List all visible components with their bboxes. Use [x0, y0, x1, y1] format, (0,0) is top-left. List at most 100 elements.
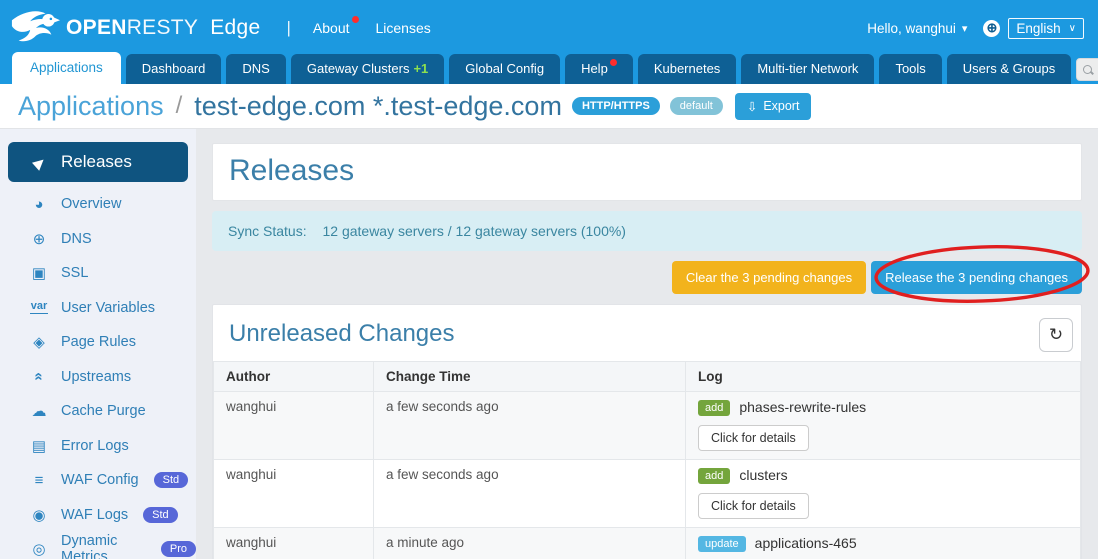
unreleased-changes-table: Author Change Time Log wanghui a few sec…	[213, 361, 1081, 559]
var-icon: var	[30, 300, 48, 315]
list-icon: ≡	[34, 471, 44, 489]
log-line: update applications-465	[698, 535, 1068, 552]
sidebar-item-ssl[interactable]: ▣ SSL	[0, 256, 196, 291]
user-menu[interactable]: Hello, wanghui	[867, 20, 956, 36]
tab-kubernetes[interactable]: Kubernetes	[637, 54, 737, 84]
tier-badge-std: Std	[153, 472, 189, 489]
release-pending-changes-button[interactable]: Release the 3 pending changes	[871, 261, 1082, 294]
gateway-clusters-count-badge: +1	[413, 61, 429, 76]
unreleased-changes-title: Unreleased Changes	[229, 320, 455, 347]
cell-author: wanghui	[213, 391, 374, 460]
pending-changes-actions: Clear the 3 pending changes Release the …	[212, 261, 1082, 294]
sidebar-item-label: WAF Logs	[61, 506, 129, 523]
sidebar-item-label: Dynamic Metrics	[61, 533, 118, 559]
page-title: Releases	[229, 154, 355, 187]
language-select[interactable]: English ∨	[1008, 17, 1084, 39]
sidebar-item-label: Overview	[61, 196, 122, 213]
sidebar-item-label: User Variables	[61, 299, 156, 316]
cell-change-time: a few seconds ago	[373, 391, 686, 460]
tab-dashboard[interactable]: Dashboard	[125, 54, 222, 84]
sidebar: ▶ Releases ◕ Overview ⊕ DNS ▣ SSL var User V…	[0, 129, 196, 559]
refresh-icon: ↻	[1048, 325, 1064, 344]
diamond-icon: ◈	[33, 334, 45, 352]
tab-users-groups[interactable]: Users & Groups	[946, 54, 1072, 84]
cell-log: add clusters Click for details	[685, 459, 1081, 528]
tier-badge-pro: Pro	[160, 541, 196, 558]
document-icon: ▤	[31, 437, 47, 455]
sidebar-item-upstreams[interactable]: « Upstreams	[0, 360, 196, 395]
brand-row: OPEN RESTY Edge | About Licenses Hello, w…	[0, 0, 1098, 56]
sidebar-item-releases[interactable]: ▶ Releases	[8, 142, 188, 182]
search-icon	[1083, 64, 1093, 75]
sidebar-item-error-logs[interactable]: ▤ Error Logs	[0, 429, 196, 464]
sidebar-item-label: Releases	[61, 152, 132, 171]
licenses-link[interactable]: Licenses	[375, 20, 431, 36]
protocol-badge: HTTP/HTTPS	[571, 97, 660, 115]
sidebar-item-label: Page Rules	[61, 334, 136, 351]
tier-badge-std: Std	[143, 506, 178, 523]
help-notification-dot	[609, 59, 617, 66]
clear-pending-changes-button[interactable]: Clear the 3 pending changes	[671, 261, 867, 294]
breadcrumb-applications-link[interactable]: Applications	[18, 90, 164, 121]
about-link[interactable]: About	[312, 16, 359, 36]
sidebar-item-cache-purge[interactable]: ☁ Cache Purge	[0, 394, 196, 429]
column-header-log: Log	[685, 361, 1081, 392]
breadcrumb-separator: /	[175, 92, 183, 119]
click-for-details-button[interactable]: Click for details	[698, 425, 809, 451]
tab-gateway-clusters[interactable]: Gateway Clusters +1	[290, 54, 445, 84]
sidebar-item-label: WAF Config	[61, 472, 139, 489]
action-badge-add: add	[698, 400, 731, 416]
sidebar-item-dynamic-metrics[interactable]: ◎ Dynamic Metrics Pro	[0, 532, 196, 559]
log-target: phases-rewrite-rules	[739, 399, 867, 415]
search-input[interactable]: Search Ctrl + K	[1076, 58, 1098, 81]
cell-change-time: a minute ago	[373, 527, 686, 559]
tab-multi-tier-network[interactable]: Multi-tier Network	[741, 54, 875, 84]
tab-gateway-clusters-label: Gateway Clusters	[306, 61, 410, 76]
sidebar-item-user-variables[interactable]: var User Variables	[0, 291, 196, 326]
sidebar-item-overview[interactable]: ◕ Overview	[0, 187, 196, 222]
sync-status-value: 12 gateway servers / 12 gateway servers …	[322, 223, 626, 239]
top-header: OPEN RESTY Edge | About Licenses Hello, w…	[0, 0, 1098, 84]
about-notification-dot	[351, 16, 359, 23]
tab-tools[interactable]: Tools	[879, 54, 942, 84]
sync-status-label: Sync Status:	[228, 223, 307, 239]
brand-text: OPEN RESTY Edge	[66, 16, 260, 40]
refresh-button[interactable]: ↻	[1039, 318, 1073, 352]
chevron-down-icon[interactable]: ▾	[961, 22, 968, 35]
cell-author: wanghui	[213, 527, 374, 559]
export-button[interactable]: ⇩ Export	[734, 92, 812, 120]
tab-help[interactable]: Help	[565, 54, 633, 84]
main-nav: Applications Dashboard DNS Gateway Clust…	[12, 52, 1098, 84]
sidebar-item-dns[interactable]: ⊕ DNS	[0, 222, 196, 257]
cell-author: wanghui	[213, 459, 374, 528]
language-value: English	[1016, 20, 1061, 36]
sidebar-item-label: Cache Purge	[61, 403, 146, 420]
certificate-icon: ▣	[31, 265, 47, 283]
log-target: clusters	[739, 467, 788, 483]
paper-plane-icon: ▶	[29, 152, 49, 172]
sidebar-list: ◕ Overview ⊕ DNS ▣ SSL var User Variables ◈ P…	[0, 187, 196, 559]
sidebar-item-page-rules[interactable]: ◈ Page Rules	[0, 325, 196, 360]
table-row: wanghui a few seconds ago add clusters Cl…	[213, 459, 1081, 528]
download-icon: ⇩	[746, 99, 758, 114]
cloud-icon: ☁	[31, 403, 47, 421]
breadcrumb: Applications / test-edge.com *.test-edge…	[0, 84, 1098, 129]
cell-log: add phases-rewrite-rules Click for detail…	[685, 391, 1081, 460]
sidebar-item-waf-logs[interactable]: ◉ WAF Logs Std	[0, 498, 196, 533]
click-for-details-button[interactable]: Click for details	[698, 493, 809, 519]
tab-applications[interactable]: Applications	[12, 52, 121, 84]
metrics-icon: ◎	[32, 541, 46, 559]
column-header-change-time: Change Time	[373, 361, 686, 392]
tab-dns[interactable]: DNS	[226, 54, 286, 84]
sidebar-item-waf-config[interactable]: ≡ WAF Config Std	[0, 463, 196, 498]
about-label: About	[312, 20, 350, 36]
content-area: ▶ Releases ◕ Overview ⊕ DNS ▣ SSL var User V…	[0, 129, 1098, 559]
tab-global-config[interactable]: Global Config	[449, 54, 561, 84]
column-header-author: Author	[213, 361, 374, 392]
export-label: Export	[763, 99, 800, 113]
cell-change-time: a few seconds ago	[373, 459, 686, 528]
sidebar-item-label: SSL	[61, 265, 89, 282]
sidebar-item-label: DNS	[61, 230, 92, 247]
sidebar-item-label: Error Logs	[61, 437, 129, 454]
